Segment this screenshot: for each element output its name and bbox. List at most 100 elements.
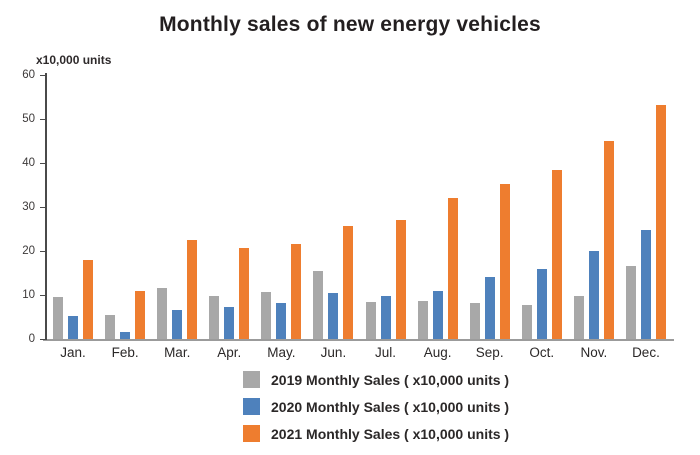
y-axis-tick-label: 40 [22, 157, 35, 169]
legend-label: 2019 Monthly Sales ( x10,000 units ) [271, 371, 510, 388]
month-group-apr: Apr. [203, 75, 255, 360]
bar-2021-apr [239, 248, 250, 339]
y-axis-tick-label: 10 [22, 289, 35, 301]
y-axis-tick-label: 20 [22, 245, 35, 257]
legend-swatch [243, 398, 260, 415]
month-group-jun: Jun. [307, 75, 359, 360]
bars-row [412, 75, 464, 339]
y-axis-tick [40, 206, 47, 208]
bar-2021-jul [395, 219, 406, 339]
x-axis-label-jun: Jun. [320, 345, 347, 360]
bar-2020-jun [328, 292, 339, 339]
x-axis-label-aug: Aug. [423, 345, 452, 360]
x-axis-label-jul: Jul. [375, 345, 397, 360]
month-group-oct: Oct. [516, 75, 568, 360]
legend-item-2019: 2019 Monthly Sales ( x10,000 units ) [243, 371, 509, 388]
x-axis-label-nov: Nov. [580, 345, 608, 360]
y-axis-tick-label: 30 [22, 201, 35, 213]
month-group-may: May. [255, 75, 307, 360]
bar-2019-oct [521, 304, 532, 339]
bar-2019-apr [209, 296, 220, 339]
y-axis-tick [40, 338, 47, 340]
chart-title: Monthly sales of new energy vehicles [159, 13, 541, 36]
bar-2020-aug [432, 291, 443, 339]
legend-swatch [243, 371, 260, 388]
bar-2021-mar [187, 239, 198, 339]
y-axis-tick-label: 0 [28, 333, 35, 345]
x-axis-label-oct: Oct. [529, 345, 555, 360]
bar-2019-dec [625, 266, 636, 339]
y-axis-tick [40, 162, 47, 164]
bars-row [568, 75, 620, 339]
x-axis-label-sep: Sep. [475, 345, 504, 360]
legend: 2019 Monthly Sales ( x10,000 units ) 2020… [243, 371, 509, 442]
month-group-dec: Dec. [620, 75, 672, 360]
bar-2020-jul [380, 296, 391, 339]
bar-2020-dec [640, 229, 651, 339]
bars-row [151, 75, 203, 339]
x-axis-label-apr: Apr. [217, 345, 242, 360]
bar-2020-mar [172, 310, 183, 339]
bar-2021-may [291, 243, 302, 339]
x-axis-line [43, 339, 674, 341]
legend-item-2020: 2020 Monthly Sales ( x10,000 units ) [243, 398, 509, 415]
x-axis-label-dec: Dec. [632, 345, 660, 360]
y-axis-tick [40, 250, 47, 252]
y-axis-tick-label: 60 [22, 69, 35, 81]
bar-2021-feb [135, 290, 146, 339]
month-group-mar: Mar. [151, 75, 203, 360]
bar-2019-feb [105, 314, 116, 339]
bars-row [203, 75, 255, 339]
bar-2019-may [261, 291, 272, 339]
month-group-sep: Sep. [464, 75, 516, 360]
legend-label: 2021 Monthly Sales ( x10,000 units ) [271, 425, 510, 442]
bar-2021-oct [551, 170, 562, 339]
month-group-feb: Feb. [99, 75, 151, 360]
y-axis-tick [40, 294, 47, 296]
bar-2021-jun [343, 226, 354, 339]
bar-2021-nov [603, 141, 614, 339]
legend-label: 2020 Monthly Sales ( x10,000 units ) [271, 398, 510, 415]
y-axis-tick-label: 50 [22, 113, 35, 125]
month-group-aug: Aug. [412, 75, 464, 360]
month-group-jul: Jul. [360, 75, 412, 360]
bar-2020-jan [68, 316, 79, 339]
bars-row [99, 75, 151, 339]
x-axis-label-feb: Feb. [111, 345, 139, 360]
bar-2019-sep [469, 302, 480, 339]
legend-swatch [243, 425, 260, 442]
y-axis-unit-label: x10,000 units [36, 53, 112, 67]
x-axis-label-jan: Jan. [60, 345, 86, 360]
month-group-jan: Jan. [47, 75, 99, 360]
plot-area: 0 10 20 30 40 50 60 Jan. Feb. Mar. Apr. May. Jun. Jul… [22, 69, 674, 360]
bar-2019-nov [573, 296, 584, 339]
bar-2019-aug [417, 300, 428, 339]
bar-2021-sep [499, 183, 510, 339]
bar-2019-jan [53, 296, 64, 339]
x-axis-label-mar: Mar. [164, 345, 191, 360]
y-axis-line [45, 73, 47, 339]
bar-2019-jul [365, 302, 376, 339]
y-axis-tick [40, 118, 47, 120]
bar-2020-feb [120, 332, 131, 339]
bar-2021-aug [447, 197, 458, 339]
bars-row [255, 75, 307, 339]
x-axis-label-may: May. [267, 345, 296, 360]
bars-row [307, 75, 359, 339]
month-group-nov: Nov. [568, 75, 620, 360]
bar-2019-jun [313, 270, 324, 339]
bars-row [620, 75, 672, 339]
bar-2021-dec [655, 105, 666, 339]
bars-row [464, 75, 516, 339]
bar-2019-mar [157, 288, 168, 339]
bars-row [516, 75, 568, 339]
bar-2020-oct [536, 268, 547, 339]
y-axis-tick [40, 74, 47, 76]
bar-2020-nov [588, 250, 599, 339]
bars-row [360, 75, 412, 339]
legend-item-2021: 2021 Monthly Sales ( x10,000 units ) [243, 425, 509, 442]
bar-2021-jan [83, 259, 94, 339]
bar-2020-may [276, 302, 287, 339]
bar-2020-sep [484, 277, 495, 339]
